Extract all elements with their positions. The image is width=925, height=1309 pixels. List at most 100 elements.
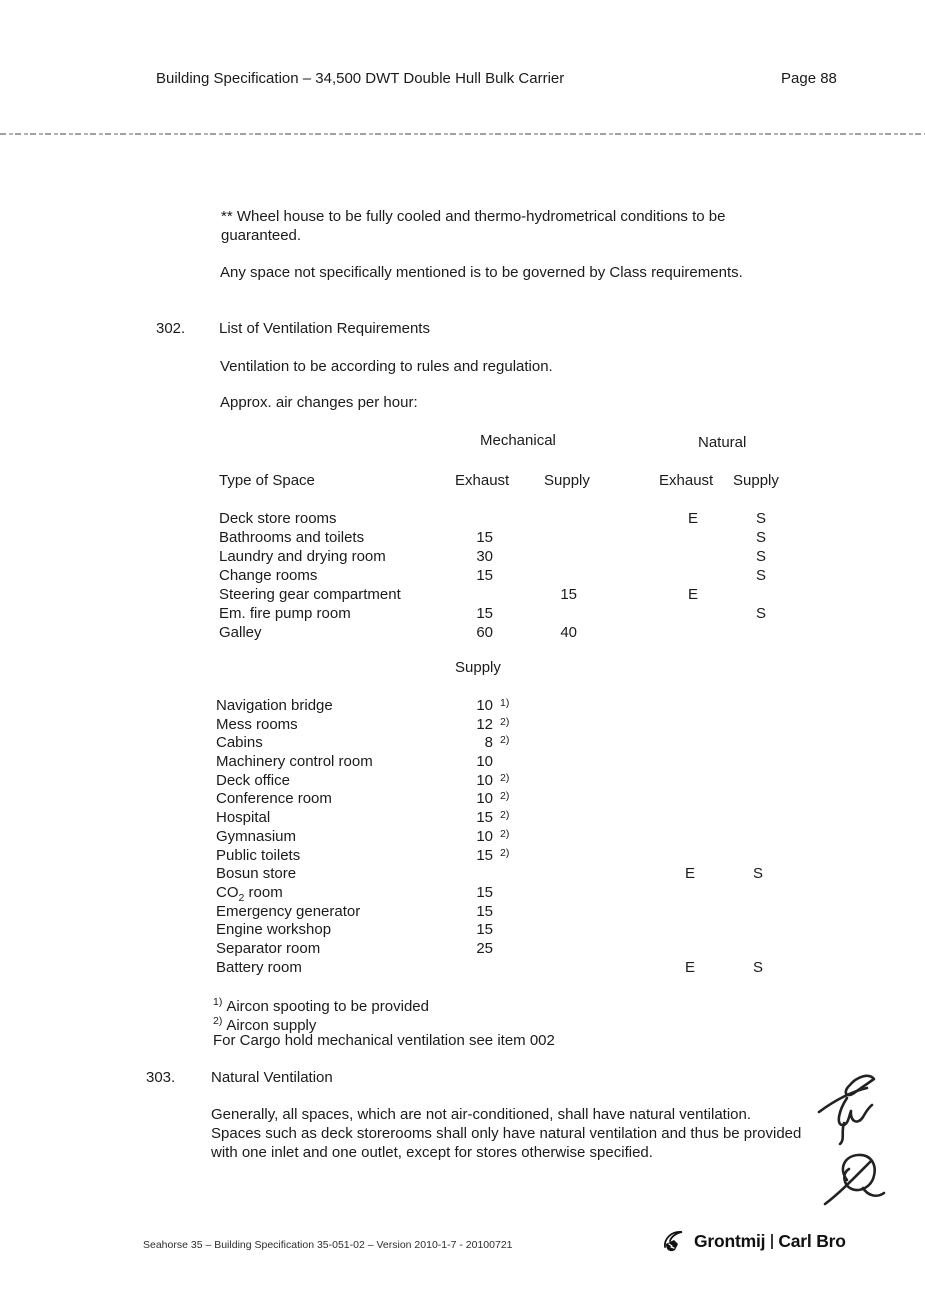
row-label: Deck office [216, 771, 290, 789]
footnote-marker: 2) [500, 790, 510, 803]
mech-supply-value: 15 [560, 586, 577, 603]
supply-value: 15 [476, 902, 493, 920]
section-303-title: Natural Ventilation [211, 1069, 333, 1086]
row-label: Conference room [216, 790, 332, 808]
footnote-marker: 2) [500, 809, 510, 822]
footnote-marker: 1) [500, 697, 510, 709]
header-separator-line [0, 133, 925, 135]
supply-value: 10 [476, 697, 493, 714]
footnote-2-marker: 2) [213, 1015, 223, 1027]
table-row: Bathrooms and toilets 15 S [219, 528, 819, 547]
footnote-marker: 2) [500, 715, 510, 728]
logo-text-grontmij: Grontmij [694, 1230, 766, 1251]
table-row: Battery room E S [216, 958, 816, 977]
table-row: Public toilets 15 2) [216, 846, 816, 865]
column-header-mech-supply: Supply [544, 472, 590, 489]
row-label: Bathrooms and toilets [219, 529, 365, 546]
table-row: Deck office 10 2) [216, 771, 816, 790]
section-302-title: List of Ventilation Requirements [219, 320, 430, 337]
supply-value: 25 [476, 939, 493, 957]
row-label: Steering gear compartment [219, 586, 401, 603]
ventilation-rules-paragraph: Ventilation to be according to rules and… [220, 358, 553, 375]
footnote-marker: 2) [500, 771, 510, 784]
section-302-number: 302. [156, 320, 186, 337]
supply-value: 12 [476, 715, 493, 733]
grontmij-bird-icon [664, 1231, 683, 1252]
table-row: CO2 room 15 [216, 883, 816, 904]
mech-exhaust-value: 15 [476, 529, 493, 546]
footnote-marker: 2) [500, 827, 510, 840]
table-row: Hospital 15 2) [216, 808, 816, 827]
row-label: Mess rooms [216, 715, 298, 733]
nat-supply-value: S [755, 510, 766, 527]
handwritten-marks [817, 1074, 886, 1206]
table-row: Steering gear compartment 15 E [219, 585, 819, 604]
mech-exhaust-value: 60 [476, 624, 493, 641]
nat-supply-value: S [752, 865, 763, 883]
footer-document-id: Seahorse 35 – Building Specification 35-… [143, 1239, 513, 1251]
section-303-number: 303. [146, 1069, 176, 1086]
natural-ventilation-paragraph: Generally, all spaces, which are not air… [211, 1106, 802, 1161]
footnote-3: For Cargo hold mechanical ventilation se… [213, 1032, 555, 1049]
supply-value: 8 [484, 734, 493, 752]
supply-value: 10 [476, 827, 493, 845]
wheelhouse-note: ** Wheel house to be fully cooled and th… [221, 208, 726, 244]
row-label: Galley [219, 624, 262, 641]
table-row: Galley 60 40 [219, 623, 819, 642]
footnote-1: 1) Aircon spooting to be provided [213, 993, 733, 1015]
nat-exhaust-value: E [687, 510, 698, 527]
co2-subscript: 2 [238, 891, 245, 904]
row-label: Machinery control room [216, 753, 373, 771]
row-label: Public toilets [216, 846, 301, 864]
row-label: Battery room [216, 958, 302, 976]
supply-value: 15 [476, 846, 493, 864]
row-label: Gymnasium [216, 827, 297, 845]
supply-value: 15 [476, 809, 493, 827]
footnote-marker: 2) [500, 734, 510, 747]
row-label: Engine workshop [216, 921, 332, 939]
row-label: Laundry and drying room [219, 548, 386, 565]
column-header-mech-exhaust: Exhaust [455, 472, 510, 489]
class-requirements-note: Any space not specifically mentioned is … [220, 264, 743, 281]
footnote-1-marker: 1) [213, 996, 223, 1008]
supply-value: 10 [476, 753, 493, 771]
row-label: Emergency generator [216, 902, 361, 920]
air-changes-paragraph: Approx. air changes per hour: [220, 394, 418, 411]
table-row: Gymnasium 10 2) [216, 827, 816, 846]
table-row: Laundry and drying room 30 S [219, 547, 819, 566]
row-label: Bosun store [216, 865, 297, 883]
footnote-2-text: Aircon supply [226, 1017, 317, 1034]
nat-supply-value: S [755, 548, 766, 565]
row-label: CO2 room [216, 883, 283, 908]
column-header-nat-exhaust: Exhaust [659, 472, 714, 489]
logo-text-carl-bro: Carl Bro [778, 1230, 846, 1251]
nat-exhaust-value: E [684, 958, 695, 976]
table-row: Separator room 25 [216, 939, 816, 958]
footnotes-block: 1) Aircon spooting to be provided 2) Airco… [213, 993, 733, 1050]
supply-value: 10 [476, 771, 493, 789]
nat-supply-value: S [755, 529, 766, 546]
supply-section-header: Supply [455, 659, 501, 676]
nat-supply-value: S [752, 958, 763, 976]
column-header-nat-supply: Supply [733, 472, 779, 489]
mech-exhaust-value: 15 [476, 567, 493, 584]
table-row: Deck store rooms E S [219, 509, 819, 528]
supply-value: 10 [476, 790, 493, 808]
co2-label-pre: CO [216, 883, 239, 901]
supply-table: Navigation bridge 10 1) Mess rooms 12 2)… [216, 696, 816, 976]
table-row: Engine workshop 15 [216, 920, 816, 939]
document-header-title: Building Specification – 34,500 DWT Doub… [156, 70, 565, 87]
nat-supply-value: S [755, 605, 766, 622]
row-label: Cabins [216, 734, 263, 752]
footnote-1-text: Aircon spooting to be provided [226, 998, 429, 1015]
logo-divider [771, 1233, 774, 1249]
row-label: Em. fire pump room [219, 605, 351, 622]
table-row: Bosun store E S [216, 864, 816, 883]
column-header-type-of-space: Type of Space [219, 472, 315, 489]
table-row: Cabins 8 2) [216, 733, 816, 752]
table-row: Em. fire pump room 15 S [219, 604, 819, 623]
footer-logo: Grontmij Carl Bro [662, 1226, 846, 1256]
group-header-mechanical: Mechanical [480, 432, 556, 449]
row-label: Navigation bridge [216, 697, 333, 714]
